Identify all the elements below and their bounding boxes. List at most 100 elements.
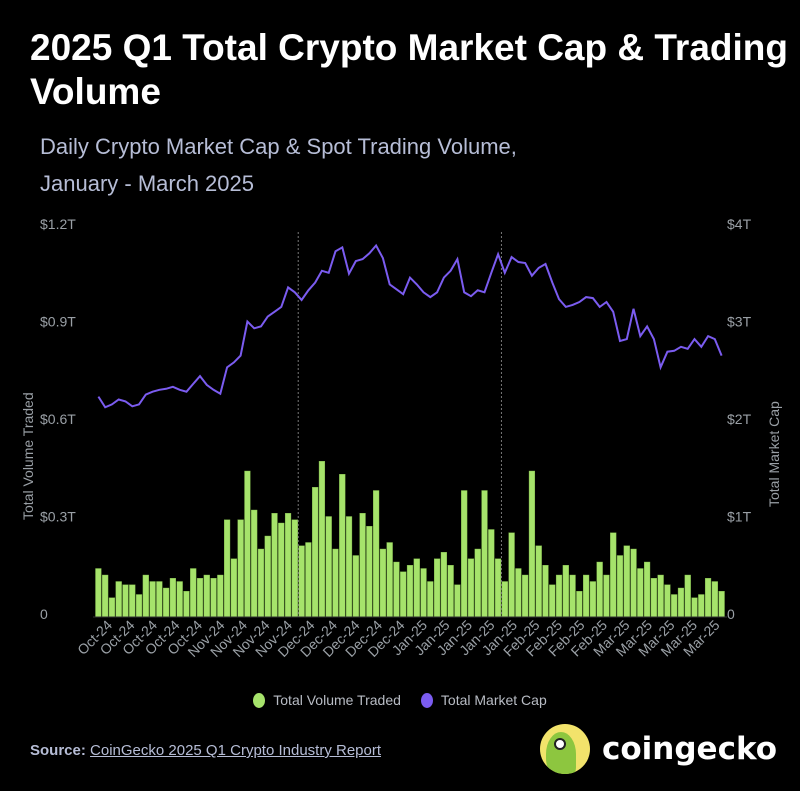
volume-bar (542, 565, 549, 618)
volume-bar (535, 545, 542, 618)
volume-bar (657, 574, 664, 618)
market-cap-line (97, 243, 723, 409)
legend-item-market-cap[interactable]: Total Market Cap (420, 692, 547, 708)
volume-bar (420, 568, 427, 618)
left-tick-label: $0.6T (40, 411, 76, 427)
volume-bar (386, 542, 393, 618)
volume-bar (210, 578, 217, 618)
coingecko-logo: coingecko (540, 724, 777, 774)
right-tick-label: 0 (727, 606, 735, 622)
volume-bar (474, 548, 481, 618)
volume-bar (562, 565, 569, 618)
volume-bar (325, 516, 332, 618)
left-tick-label: $0.9T (40, 314, 76, 330)
volume-bar (312, 487, 319, 618)
right-tick-label: $3T (727, 314, 752, 330)
brand-name: coingecko (602, 731, 778, 767)
volume-bar (379, 548, 386, 618)
volume-bar (264, 535, 271, 618)
chart-svg: 0 $0.3T $0.6T $0.9T $1.2T 0 $1T $2T $3T $4T Total … (20, 216, 782, 660)
volume-bar (589, 581, 596, 618)
volume-bar (650, 578, 657, 618)
volume-bar (576, 591, 583, 618)
volume-bar (102, 574, 109, 618)
volume-bar (291, 519, 298, 618)
subtitle-line-1: Daily Crypto Market Cap & Spot Trading V… (40, 134, 517, 159)
volume-bar (352, 555, 359, 618)
volume-bar (196, 578, 204, 618)
legend-dot-market-cap (420, 692, 433, 708)
volume-bar (549, 584, 556, 618)
volume-bar (630, 548, 637, 618)
volume-bar (400, 571, 407, 618)
chart-subtitle: Daily Crypto Market Cap & Spot Trading V… (40, 128, 740, 202)
volume-bar (217, 574, 224, 618)
source-label: Source: (30, 742, 86, 759)
volume-bar (284, 513, 292, 618)
volume-bar (149, 581, 156, 618)
volume-bar (427, 581, 434, 618)
right-axis-label: Total Market Cap (766, 401, 782, 507)
volume-bar (156, 581, 163, 618)
volume-bar (176, 581, 183, 618)
volume-bar (616, 555, 624, 618)
right-tick-label: $4T (727, 216, 752, 232)
legend-label-volume: Total Volume Traded (273, 692, 401, 708)
volume-bar (528, 470, 536, 618)
volume-bar (190, 568, 197, 618)
gecko-icon (540, 724, 590, 774)
volume-bar (583, 574, 590, 618)
volume-bar (271, 513, 278, 618)
volume-bar (644, 561, 651, 618)
legend-dot-volume (253, 692, 266, 708)
left-tick-label: 0 (40, 606, 48, 622)
left-tick-label: $0.3T (40, 509, 76, 525)
volume-bar (488, 529, 495, 618)
volume-bar (718, 591, 725, 618)
volume-bar (637, 568, 644, 618)
volume-bar (447, 565, 454, 618)
volume-bar (467, 558, 475, 618)
volume-bar (603, 574, 610, 618)
right-tick-label: $1T (727, 509, 752, 525)
volume-bar (569, 574, 576, 618)
volume-bar (339, 474, 346, 618)
volume-bar (129, 584, 136, 618)
legend: Total Volume Traded Total Market Cap (0, 692, 800, 708)
volume-bar (406, 565, 414, 618)
volume-bar (440, 552, 447, 618)
right-tick-label: $2T (727, 411, 752, 427)
volume-bar (163, 587, 170, 618)
volume-bar (318, 461, 326, 618)
volume-bar (122, 584, 129, 618)
volume-bar (224, 519, 231, 618)
volume-bar (359, 513, 366, 618)
source-link[interactable]: CoinGecko 2025 Q1 Crypto Industry Report (90, 742, 382, 759)
volume-bar (508, 532, 515, 618)
volume-bar (555, 574, 563, 618)
volume-bar (183, 591, 190, 618)
legend-label-market-cap: Total Market Cap (440, 692, 547, 708)
volume-bar (115, 581, 122, 618)
volume-bar (671, 594, 678, 618)
volume-bar (684, 574, 691, 618)
volume-bar (434, 558, 441, 618)
volume-bar (366, 526, 373, 618)
volume-bar (698, 594, 705, 618)
volume-bar (494, 558, 502, 618)
source-note: Source: CoinGecko 2025 Q1 Crypto Industr… (30, 742, 381, 759)
volume-bar (691, 597, 698, 618)
volume-bar (501, 581, 508, 618)
volume-bar (244, 470, 251, 618)
volume-bar (95, 568, 102, 618)
volume-bar (704, 578, 712, 618)
volume-bar (481, 490, 488, 618)
volume-bar (203, 574, 210, 618)
volume-bar (251, 509, 258, 618)
legend-item-volume[interactable]: Total Volume Traded (253, 692, 401, 708)
volume-bar (677, 587, 685, 618)
volume-bar (393, 561, 400, 618)
volume-bar (135, 594, 143, 618)
volume-bar (596, 561, 603, 618)
volume-bar (522, 574, 529, 618)
